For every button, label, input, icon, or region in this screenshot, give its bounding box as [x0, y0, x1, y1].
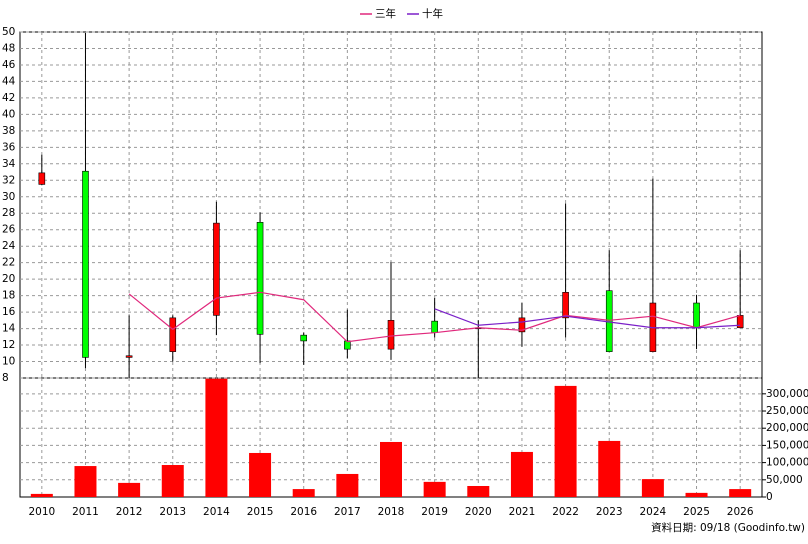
y-tick-label: 40 — [2, 108, 15, 120]
x-tick-label: 2023 — [596, 506, 623, 518]
y-tick-label: 32 — [2, 174, 15, 186]
x-tick-label: 2026 — [727, 506, 754, 518]
y-tick-label: 20 — [2, 273, 15, 285]
volume-bar — [30, 493, 53, 497]
y-tick-label: 44 — [2, 75, 16, 87]
volume-bar — [510, 451, 533, 497]
x-tick-label: 2025 — [683, 506, 710, 518]
x-tick-label: 2019 — [421, 506, 448, 518]
volume-bar — [423, 481, 446, 497]
candle-body — [256, 222, 264, 335]
volume-bar — [161, 465, 184, 497]
x-tick-label: 2017 — [334, 506, 361, 518]
candle-body — [518, 317, 526, 333]
volume-bar — [685, 492, 708, 497]
y2-tick-label: 50,000 — [766, 474, 803, 486]
candle-body — [300, 334, 308, 342]
candle-body — [213, 222, 220, 316]
ma-line — [434, 308, 741, 329]
y-tick-label: 16 — [2, 306, 16, 318]
legend-label: 三年 — [375, 7, 396, 20]
y2-tick-label: 0 — [766, 491, 773, 503]
y-tick-label: 50 — [2, 26, 15, 38]
y-tick-label: 34 — [2, 158, 16, 170]
y-tick-label: 30 — [2, 191, 15, 203]
volume-bar — [729, 489, 752, 497]
y2-tick-label: 300,000 — [766, 388, 808, 400]
x-tick-label: 2016 — [290, 506, 317, 518]
y-tick-label: 46 — [2, 59, 16, 71]
x-tick-label: 2022 — [552, 506, 579, 518]
y-tick-label: 10 — [2, 356, 15, 368]
y-tick-label: 24 — [2, 240, 16, 252]
legend-label: 十年 — [422, 7, 443, 20]
x-tick-label: 2018 — [378, 506, 405, 518]
volume-bar — [205, 378, 228, 497]
x-tick-label: 2020 — [465, 506, 492, 518]
candle-body — [38, 172, 46, 185]
volume-bar — [554, 385, 577, 497]
y2-tick-label: 200,000 — [766, 422, 808, 434]
candle-body — [387, 320, 395, 350]
x-tick-label: 2011 — [72, 506, 99, 518]
x-tick-label: 2012 — [116, 506, 143, 518]
y-tick-label: 26 — [2, 224, 16, 236]
y-tick-label: 14 — [2, 323, 16, 335]
x-tick-label: 2014 — [203, 506, 230, 518]
x-tick-label: 2015 — [247, 506, 274, 518]
volume-bar — [336, 473, 359, 497]
y-tick-label: 36 — [2, 141, 16, 153]
volume-bar — [467, 485, 490, 497]
candle-body — [82, 170, 89, 358]
candle-body — [125, 355, 133, 358]
y-tick-label: 28 — [2, 207, 15, 219]
candle-body — [562, 292, 569, 319]
y-tick-label: 18 — [2, 290, 15, 302]
candle-body — [431, 320, 438, 333]
y-tick-label: 42 — [2, 92, 15, 104]
y2-tick-label: 150,000 — [766, 439, 808, 451]
volume-bar — [249, 452, 272, 497]
ma-line — [128, 291, 741, 343]
y-tick-label: 8 — [2, 372, 9, 384]
candle-body — [169, 317, 177, 352]
y-tick-label: 38 — [2, 125, 15, 137]
volume-bar — [598, 440, 621, 497]
y-tick-label: 48 — [2, 42, 15, 54]
y2-tick-label: 100,000 — [766, 457, 808, 469]
volume-bar — [118, 482, 141, 497]
y-tick-label: 12 — [2, 339, 15, 351]
y2-tick-label: 250,000 — [766, 405, 808, 417]
x-tick-label: 2021 — [509, 506, 536, 518]
footer: 資料日期: 09/18 (Goodinfo.tw) — [651, 521, 805, 534]
volume-bar — [380, 441, 402, 497]
volume-bar — [74, 466, 97, 497]
x-tick-label: 2013 — [159, 506, 186, 518]
y-tick-label: 22 — [2, 257, 15, 269]
volume-bar — [641, 479, 664, 497]
x-tick-label: 2024 — [640, 506, 667, 518]
x-tick-label: 2010 — [28, 506, 55, 518]
volume-bar — [292, 489, 315, 497]
candle-body — [693, 302, 700, 329]
